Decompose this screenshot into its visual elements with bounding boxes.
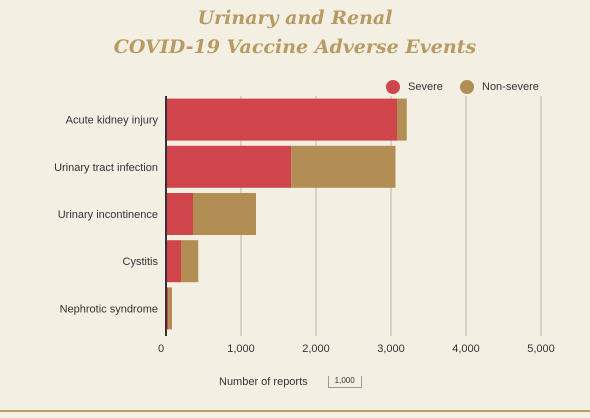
x-tick-label: 0 xyxy=(158,343,164,355)
category-label: Nephrotic syndrome xyxy=(60,303,158,315)
bar-severe xyxy=(166,98,397,141)
legend-label-severe: Severe xyxy=(408,81,443,93)
bar-non-severe xyxy=(168,287,172,330)
bar-non-severe xyxy=(181,240,199,283)
bar-non-severe xyxy=(397,98,407,141)
bar-severe xyxy=(166,145,292,188)
legend-swatch-nonsevere xyxy=(460,80,474,94)
bar-severe xyxy=(166,287,169,330)
footer-divider xyxy=(0,410,590,412)
bar-severe xyxy=(166,193,193,235)
x-tick-label: 2,000 xyxy=(302,343,330,355)
x-tick-label: 4,000 xyxy=(452,343,480,355)
x-axis-title: Number of reports xyxy=(219,376,308,388)
bar-severe xyxy=(166,240,181,283)
chart-title-line-1: Urinary and Renal xyxy=(197,7,393,29)
legend-label-nonsevere: Non-severe xyxy=(482,81,539,93)
legend-item-severe: Severe xyxy=(386,80,443,94)
x-tick-label: 5,000 xyxy=(527,343,555,355)
bar-non-severe xyxy=(291,145,396,188)
category-label: Urinary tract infection xyxy=(54,162,158,174)
legend-item-nonsevere: Non-severe xyxy=(460,80,539,94)
x-tick-label: 3,000 xyxy=(377,343,405,355)
legend-swatch-severe xyxy=(386,80,400,94)
bar-non-severe xyxy=(193,193,256,235)
x-tick-label: 1,000 xyxy=(227,343,255,355)
axis-note: Number of reports 1,000 xyxy=(219,376,362,388)
chart-title-line-2: COVID-19 Vaccine Adverse Events xyxy=(113,36,477,58)
category-label: Cystitis xyxy=(123,256,159,268)
category-label: Urinary incontinence xyxy=(58,209,158,221)
category-label: Acute kidney injury xyxy=(66,115,159,127)
scale-indicator: 1,000 xyxy=(327,376,362,388)
